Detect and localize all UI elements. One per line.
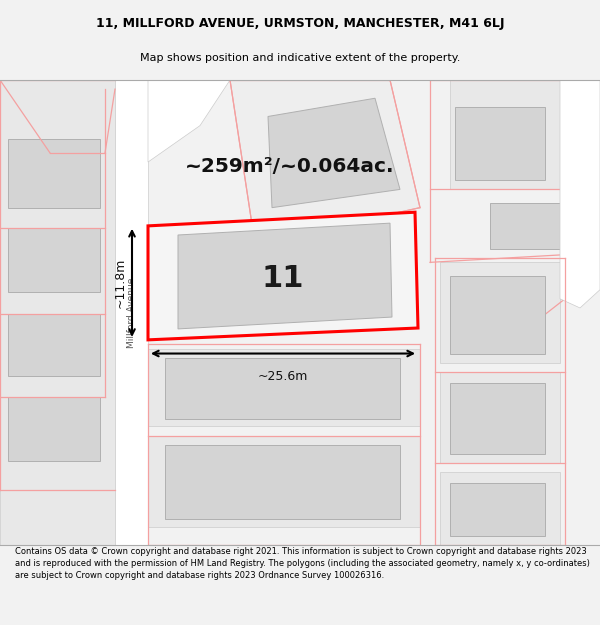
- Text: Millford Avenue: Millford Avenue: [127, 278, 136, 348]
- Polygon shape: [450, 276, 545, 354]
- Polygon shape: [268, 98, 400, 208]
- Polygon shape: [8, 139, 100, 208]
- Polygon shape: [115, 80, 230, 162]
- Polygon shape: [440, 262, 560, 362]
- Polygon shape: [8, 228, 100, 291]
- Polygon shape: [450, 382, 545, 454]
- Text: 11: 11: [262, 264, 304, 293]
- Polygon shape: [148, 349, 420, 426]
- Text: Contains OS data © Crown copyright and database right 2021. This information is : Contains OS data © Crown copyright and d…: [15, 548, 590, 580]
- Polygon shape: [178, 223, 392, 329]
- Text: Map shows position and indicative extent of the property.: Map shows position and indicative extent…: [140, 52, 460, 62]
- Polygon shape: [8, 314, 100, 376]
- Polygon shape: [440, 472, 560, 545]
- Polygon shape: [0, 80, 115, 490]
- Polygon shape: [0, 490, 115, 545]
- Text: ~25.6m: ~25.6m: [258, 370, 308, 383]
- Polygon shape: [560, 80, 600, 308]
- Polygon shape: [230, 80, 420, 244]
- Text: ~11.8m: ~11.8m: [114, 258, 127, 308]
- Polygon shape: [440, 372, 560, 463]
- Polygon shape: [450, 483, 545, 536]
- Polygon shape: [148, 436, 420, 527]
- Polygon shape: [165, 358, 400, 419]
- Polygon shape: [455, 107, 545, 180]
- Text: ~259m²/~0.064ac.: ~259m²/~0.064ac.: [185, 157, 395, 176]
- Polygon shape: [0, 80, 600, 545]
- Polygon shape: [8, 398, 100, 461]
- Polygon shape: [165, 445, 400, 519]
- Text: 11, MILLFORD AVENUE, URMSTON, MANCHESTER, M41 6LJ: 11, MILLFORD AVENUE, URMSTON, MANCHESTER…: [96, 18, 504, 31]
- Polygon shape: [490, 203, 560, 249]
- Polygon shape: [450, 80, 560, 189]
- Polygon shape: [115, 80, 148, 545]
- Polygon shape: [148, 213, 418, 340]
